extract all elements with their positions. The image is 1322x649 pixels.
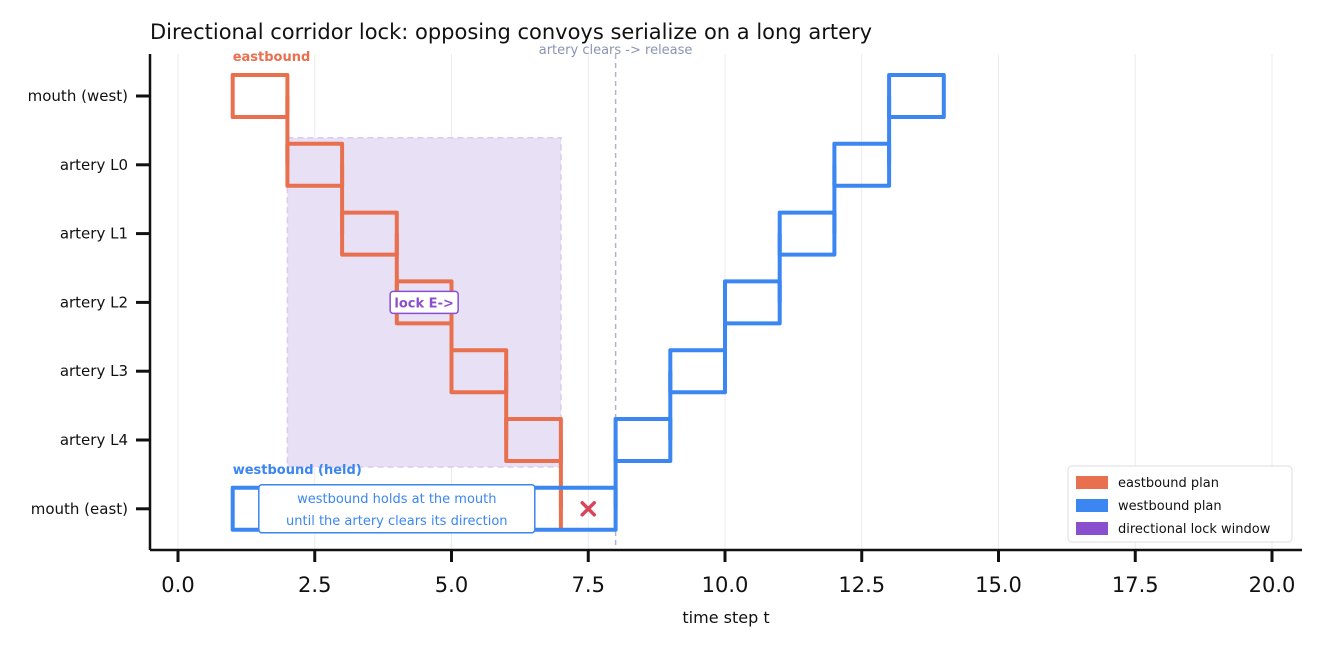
release-line-group: artery clears -> release [539, 43, 693, 550]
x-tick-label: 2.5 [298, 573, 331, 597]
westbound-segment [723, 279, 782, 326]
annotation-box [258, 484, 536, 534]
x-ticks: 0.0 2.5 5.0 7.5 10.0 12.5 15.0 17.5 20.0 [161, 550, 1295, 597]
legend-swatch [1076, 476, 1108, 489]
legend-swatch [1076, 522, 1108, 535]
legend-label: eastbound plan [1118, 476, 1219, 491]
legend-label: directional lock window [1118, 522, 1271, 537]
y-tick-label: mouth (east) [31, 500, 128, 518]
x-tick-label: 7.5 [572, 573, 605, 597]
eastbound-segment [230, 73, 290, 119]
y-tick-label: artery L0 [60, 156, 128, 174]
x-tick-label: 17.5 [1112, 573, 1159, 597]
chart-title: Directional corridor lock: opposing conv… [150, 20, 872, 44]
y-tick-label: artery L2 [60, 293, 128, 311]
x-tick-label: 10.0 [702, 573, 749, 597]
annotation-line: westbound holds at the mouth [297, 492, 496, 507]
y-tick-label: artery L4 [60, 431, 128, 449]
x-tick-label: 12.5 [838, 573, 885, 597]
y-tick-label: artery L3 [60, 362, 128, 380]
westbound-segment [777, 210, 837, 257]
legend-label: westbound plan [1118, 499, 1222, 514]
eastbound-label: eastbound [233, 50, 311, 65]
x-tick-label: 0.0 [161, 573, 194, 597]
x-tick-label: 20.0 [1249, 573, 1296, 597]
x-tick-label: 5.0 [435, 573, 468, 597]
westbound-segment [613, 417, 673, 463]
y-tick-label: mouth (west) [28, 87, 128, 105]
lock-label-box [389, 290, 459, 315]
annotation-line: until the artery clears its direction [286, 514, 508, 529]
x-tick-label: 15.0 [975, 573, 1022, 597]
legend-box [1067, 465, 1293, 543]
y-tick-label: artery L1 [60, 225, 128, 243]
release-line-label: artery clears -> release [539, 43, 693, 58]
conflict-marker [580, 501, 596, 517]
y-ticks: mouth (west) artery L0 artery L1 artery L2 a… [28, 87, 150, 518]
westbound-segment [668, 348, 727, 395]
westbound-segment [887, 73, 946, 119]
x-axis-label: time step t [682, 608, 769, 627]
annotation-group: westbound holds at the mouth until the ar… [258, 484, 536, 534]
series-labels-group: eastbound westbound (held) lock E-> [233, 50, 596, 517]
legend: eastbound plan westbound plan directional … [1067, 465, 1293, 543]
westbound-label: westbound (held) [233, 463, 362, 478]
lock-label: lock E-> [394, 296, 453, 311]
legend-swatch [1076, 499, 1108, 512]
